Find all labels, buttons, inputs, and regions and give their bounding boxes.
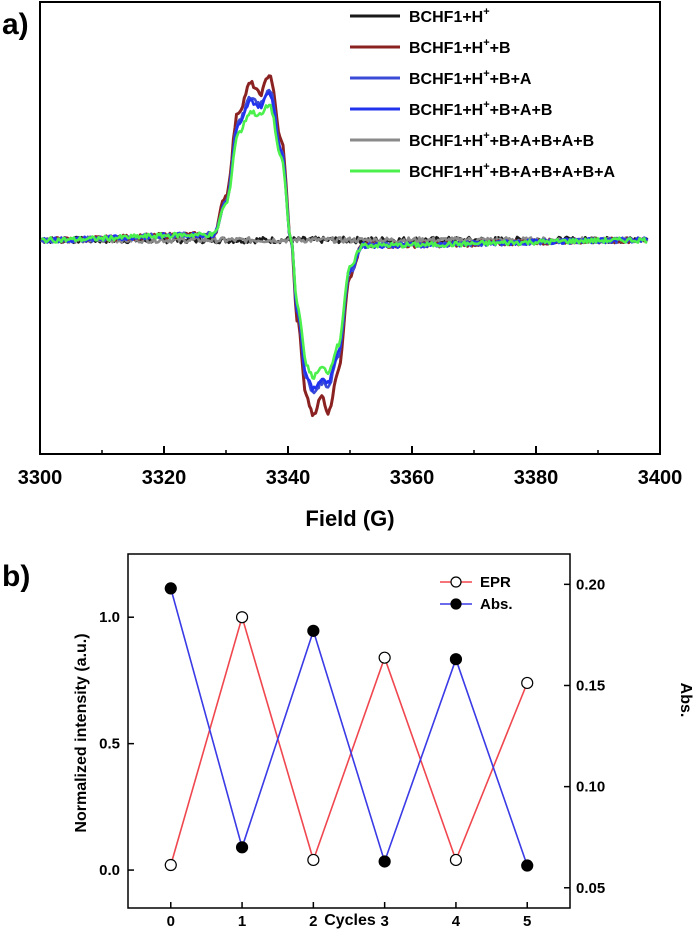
y-tick-label: 0.5 <box>99 736 120 753</box>
legend-label-base: BCHF1+H <box>409 133 483 150</box>
x-tick-label: 3380 <box>514 467 559 489</box>
legend-label-superscript: + <box>483 37 489 49</box>
x-tick-label: 0 <box>167 913 175 930</box>
legend-label-suffix: +B+A+B <box>490 102 553 119</box>
data-point-epr <box>449 853 463 867</box>
x-tick-label: 3340 <box>266 467 311 489</box>
panel-b-x-axis-title: Cycles <box>324 912 376 929</box>
legend-label: BCHF1+H+ <box>409 6 490 26</box>
data-point-epr <box>521 676 534 690</box>
x-tick-label: 3300 <box>18 467 63 489</box>
legend-label-base: BCHF1+H <box>409 164 483 181</box>
legend-label: BCHF1+H++B+A+B+A+B <box>409 130 594 150</box>
data-point-epr <box>307 853 320 867</box>
y-tick-label: 1.0 <box>99 609 120 626</box>
panel-b-y-axis-title: Normalized intensity (a.u.) <box>73 633 90 832</box>
x-tick-label: 3320 <box>142 467 187 489</box>
x-tick-label: 4 <box>452 913 461 930</box>
legend-label: EPR <box>480 574 511 591</box>
x-tick-label: 3400 <box>638 467 683 489</box>
x-tick-label: 3360 <box>390 467 435 489</box>
legend-label-superscript: + <box>483 99 489 111</box>
x-tick-label: 5 <box>523 913 531 930</box>
legend-label: Abs. <box>480 596 513 613</box>
y2-tick-label: 0.10 <box>576 779 605 796</box>
data-point-abs <box>449 653 463 666</box>
legend-label-suffix: +B+A+B+A+B <box>490 133 595 150</box>
epr-series-line-5 <box>41 103 648 380</box>
cycle-series-line-Abs. <box>170 588 528 866</box>
data-point-abs <box>164 582 177 595</box>
data-point-abs <box>521 859 534 872</box>
legend-label-suffix: +B+A <box>490 71 532 88</box>
panel-a: a) 3300 3320 3340 3360 3380 3400 BCHF1+H+BCHF… <box>2 1 683 531</box>
legend-label-superscript: + <box>483 6 489 18</box>
panel-b-plot-frame <box>127 553 571 909</box>
y-tick-label: 0.0 <box>99 862 120 879</box>
panel-b-y2-axis-title: Abs. <box>677 683 693 718</box>
panel-b-series <box>164 582 534 872</box>
legend-label-superscript: + <box>483 161 489 173</box>
cycle-series-line-EPR <box>170 614 528 866</box>
panel-a-series <box>40 74 649 418</box>
panel-b-ticks: 0 1 2 3 4 5 0.0 0.5 1.0 0.05 0.10 0.15 0.20 <box>99 576 605 930</box>
x-tick-label: 3 <box>380 913 388 930</box>
legend-label-base: BCHF1+H <box>409 40 483 57</box>
legend-marker <box>450 576 462 588</box>
legend-label: BCHF1+H++B+A <box>409 68 532 88</box>
data-point-epr <box>164 858 177 872</box>
y2-tick-label: 0.20 <box>576 576 605 593</box>
legend-label-suffix: +B <box>490 40 511 57</box>
legend-label: BCHF1+H++B+A+B <box>409 99 552 119</box>
legend-label-superscript: + <box>483 68 489 80</box>
panel-a-label: a) <box>2 8 29 41</box>
panel-b-label: b) <box>2 560 30 593</box>
data-point-abs <box>235 841 249 854</box>
legend-label: BCHF1+H++B <box>409 37 511 57</box>
data-point-epr <box>235 611 249 624</box>
data-point-abs <box>307 624 320 637</box>
y2-tick-label: 0.05 <box>576 880 605 897</box>
y2-tick-label: 0.15 <box>576 677 605 694</box>
legend-label-base: BCHF1+H <box>409 102 483 119</box>
x-tick-label: 1 <box>238 913 246 930</box>
panel-a-legend: BCHF1+H+BCHF1+H++BBCHF1+H++B+ABCHF1+H++B… <box>350 6 616 181</box>
data-point-epr <box>378 651 391 664</box>
x-tick-label: 2 <box>309 913 317 930</box>
panel-b: b) 0 1 2 3 4 5 0.0 0.5 1.0 0.05 0.10 0.15 0.20 EPR Ab… <box>2 553 693 930</box>
legend-label-base: BCHF1+H <box>409 9 483 26</box>
panel-b-legend: EPR Abs. <box>440 574 513 613</box>
legend-label-suffix: +B+A+B+A+B+A <box>490 164 616 181</box>
legend-label: BCHF1+H++B+A+B+A+B+A <box>409 161 616 181</box>
panel-a-x-axis-title: Field (G) <box>305 506 394 531</box>
legend-marker <box>450 598 462 610</box>
legend-label-base: BCHF1+H <box>409 71 483 88</box>
legend-label-superscript: + <box>483 130 489 142</box>
panel-a-x-ticks: 3300 3320 3340 3360 3380 3400 <box>18 446 683 489</box>
data-point-abs <box>378 855 391 868</box>
epr-series-line-1 <box>40 74 648 418</box>
panel-a-plot-frame <box>39 1 661 455</box>
